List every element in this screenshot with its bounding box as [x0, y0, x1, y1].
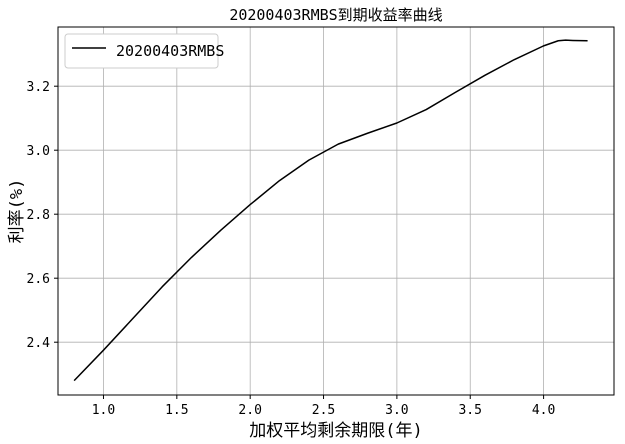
- y-tick-label: 3.0: [27, 144, 50, 159]
- series-layer: [73, 39, 588, 382]
- x-axis-label: 加权平均剩余期限(年): [249, 421, 422, 441]
- y-tick-label: 2.8: [27, 208, 50, 223]
- x-tick-label: 1.0: [92, 403, 115, 418]
- chart-title: 20200403RMBS到期收益率曲线: [229, 6, 442, 24]
- x-tick-label: 3.5: [458, 403, 481, 418]
- grid: [58, 27, 614, 395]
- x-tick-label: 2.5: [312, 403, 335, 418]
- x-tick-label: 4.0: [532, 403, 555, 418]
- y-tick-label: 2.6: [27, 272, 50, 287]
- y-axis-label: 利率(%): [7, 179, 27, 244]
- y-tick-label: 2.4: [27, 336, 51, 351]
- legend: 20200403RMBS: [64, 33, 224, 69]
- legend-box: [64, 33, 219, 69]
- legend-label: 20200403RMBS: [116, 42, 224, 60]
- x-tick-label: 2.0: [238, 403, 261, 418]
- series-line-20200403RMBS: [73, 39, 588, 382]
- x-tick-label: 3.0: [385, 403, 408, 418]
- axis-ticks: 1.0 1.5 2.0 2.5 3.0 3.5 4.0 2.4 2.6 2.8 3.0 3.2: [27, 80, 556, 418]
- x-tick-label: 1.5: [165, 403, 188, 418]
- y-tick-label: 3.2: [27, 80, 50, 95]
- plot-frame: [57, 26, 615, 396]
